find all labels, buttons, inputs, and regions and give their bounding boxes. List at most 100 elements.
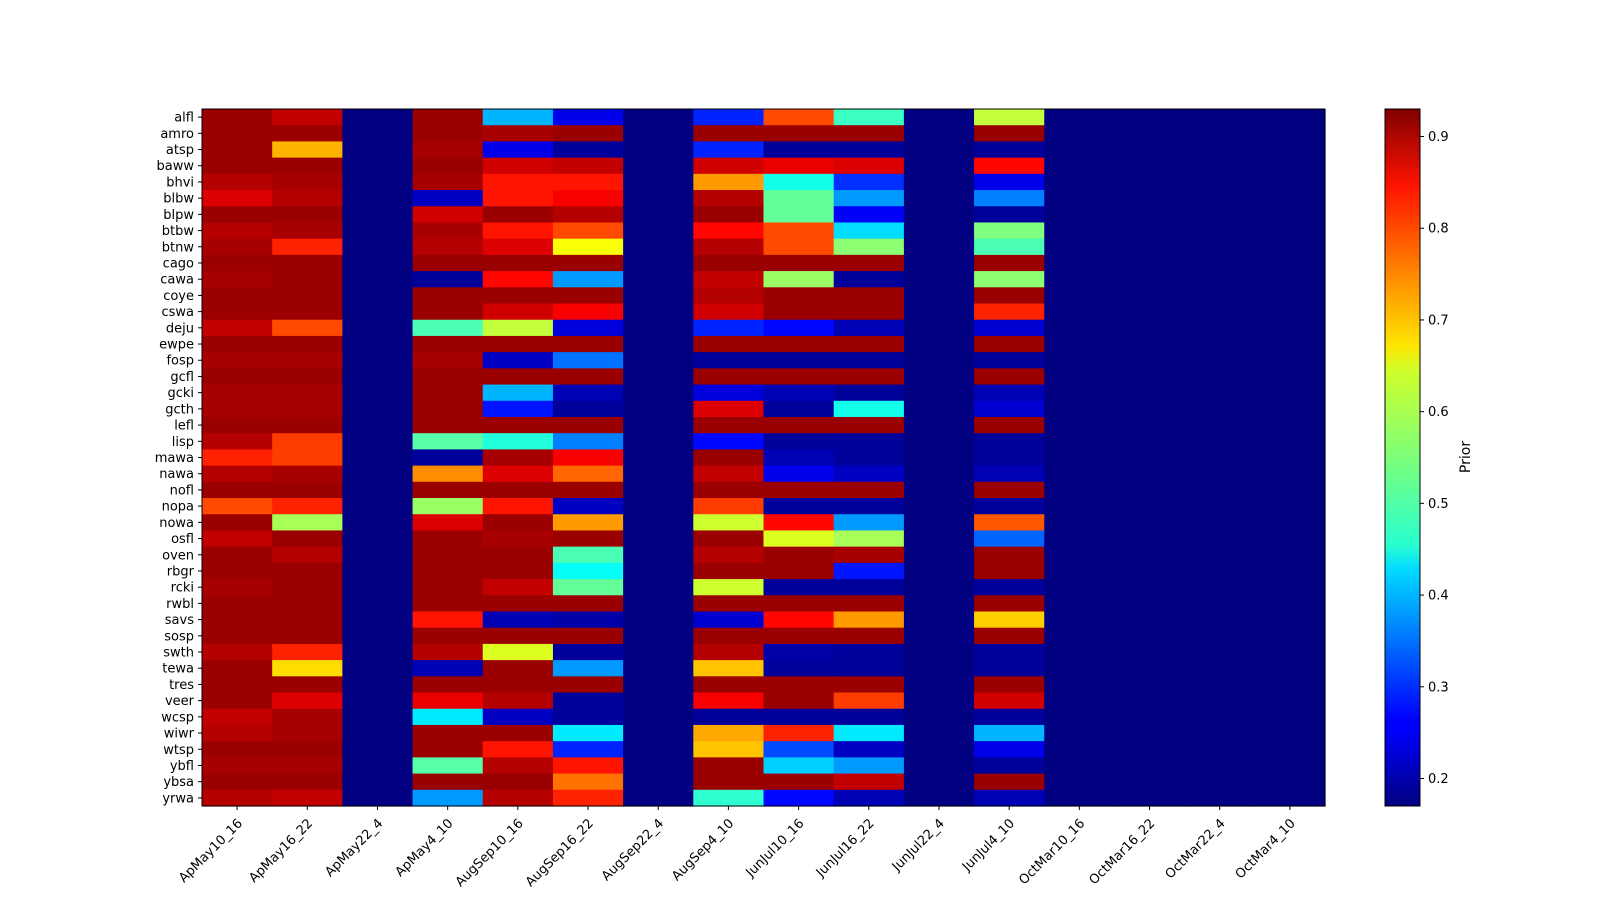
y-tick-label: nopa — [162, 500, 194, 515]
heatmap-cell — [833, 125, 905, 143]
heatmap-cell — [693, 579, 765, 596]
heatmap-cell — [833, 595, 905, 613]
heatmap-cell — [1044, 238, 1116, 256]
heatmap-cell — [1184, 757, 1256, 775]
colorbar-tick-label: 0.2 — [1428, 772, 1449, 787]
x-tick-label: ApMay16_22 — [246, 816, 316, 886]
heatmap-cell — [412, 173, 484, 191]
heatmap-cell — [623, 530, 694, 548]
y-tick-label: cswa — [161, 305, 194, 320]
heatmap-cell — [623, 741, 694, 758]
heatmap-cell — [1114, 238, 1186, 256]
heatmap-cell — [342, 368, 414, 386]
heatmap-cell — [1184, 254, 1256, 272]
heatmap-cell — [202, 368, 273, 386]
heatmap-cell — [342, 465, 414, 483]
heatmap-cell — [1254, 190, 1326, 207]
heatmap-cell — [1114, 676, 1186, 694]
heatmap-cell — [763, 708, 835, 726]
heatmap-cell — [342, 643, 414, 661]
heatmap-cell — [903, 384, 975, 402]
heatmap-cell — [1254, 271, 1326, 288]
heatmap-cell — [1254, 562, 1326, 580]
heatmap-cell — [342, 514, 414, 532]
heatmap-cell — [903, 481, 975, 499]
heatmap-cell — [1044, 125, 1116, 143]
heatmap-cell — [1184, 319, 1256, 337]
heatmap-cell — [202, 611, 273, 629]
heatmap-cell — [272, 109, 343, 126]
heatmap-cell — [1254, 773, 1326, 791]
heatmap-cell — [482, 708, 554, 726]
heatmap-cell — [1254, 303, 1326, 321]
heatmap-cell — [623, 546, 694, 564]
heatmap-cell — [1044, 692, 1116, 710]
heatmap-cell — [903, 141, 975, 159]
heatmap-cell — [903, 157, 975, 175]
heatmap-cell — [1044, 254, 1116, 272]
heatmap-cell — [482, 611, 554, 629]
heatmap-cell — [552, 173, 624, 191]
heatmap-cell — [552, 741, 624, 758]
heatmap-cell — [623, 789, 694, 807]
heatmap-cell — [1044, 449, 1116, 467]
heatmap-cell — [833, 433, 905, 450]
heatmap-cell — [272, 481, 343, 499]
heatmap-cell — [272, 206, 343, 224]
heatmap-cell — [202, 157, 273, 175]
heatmap-cell — [1184, 222, 1256, 240]
heatmap-cell — [482, 660, 554, 677]
heatmap-cell — [974, 287, 1045, 305]
heatmap-cell — [412, 514, 484, 532]
heatmap-cell — [1184, 368, 1256, 386]
heatmap-cell — [552, 595, 624, 613]
heatmap-cell — [623, 384, 694, 402]
heatmap-cell — [974, 400, 1045, 418]
y-tick-label: wiwr — [164, 727, 195, 742]
heatmap-cell — [272, 692, 343, 710]
heatmap-cell — [202, 319, 273, 337]
heatmap-cell — [342, 319, 414, 337]
heatmap-cell — [482, 206, 554, 224]
heatmap-cell — [272, 595, 343, 613]
heatmap-cell — [412, 433, 484, 450]
heatmap-cell — [693, 238, 765, 256]
x-tick-label: JunJul22_4 — [889, 816, 948, 875]
heatmap-cell — [903, 724, 975, 742]
heatmap-cell — [833, 335, 905, 353]
heatmap-cell — [833, 773, 905, 791]
heatmap-cell — [272, 157, 343, 175]
colorbar-tick-label: 0.5 — [1428, 497, 1449, 512]
y-tick-label: oven — [162, 548, 194, 563]
heatmap-cell — [342, 433, 414, 450]
heatmap-cell — [1044, 676, 1116, 694]
heatmap-cell — [1184, 335, 1256, 353]
heatmap-cell — [202, 546, 273, 564]
heatmap-cell — [202, 190, 273, 207]
heatmap-cell — [974, 514, 1045, 532]
heatmap-cell — [412, 287, 484, 305]
heatmap-cell — [552, 546, 624, 564]
heatmap-cell — [1114, 643, 1186, 661]
heatmap-cell — [1114, 222, 1186, 240]
x-tick-label: AugSep4_10 — [669, 816, 737, 884]
heatmap-cell — [903, 271, 975, 288]
heatmap-cell — [903, 368, 975, 386]
heatmap-cell — [1044, 206, 1116, 224]
heatmap-cell — [763, 433, 835, 450]
heatmap-cell — [482, 789, 554, 807]
heatmap-cell — [903, 238, 975, 256]
heatmap-cell — [1044, 368, 1116, 386]
heatmap-cell — [1184, 271, 1256, 288]
heatmap-cell — [552, 319, 624, 337]
heatmap-cell — [412, 368, 484, 386]
heatmap-cell — [342, 125, 414, 143]
heatmap-cell — [763, 173, 835, 191]
heatmap-cell — [763, 530, 835, 548]
heatmap-cell — [1184, 741, 1256, 758]
heatmap-cell — [763, 303, 835, 321]
heatmap-cell — [1184, 400, 1256, 418]
heatmap-cell — [1044, 481, 1116, 499]
heatmap-cell — [974, 643, 1045, 661]
heatmap-cell — [1254, 352, 1326, 369]
